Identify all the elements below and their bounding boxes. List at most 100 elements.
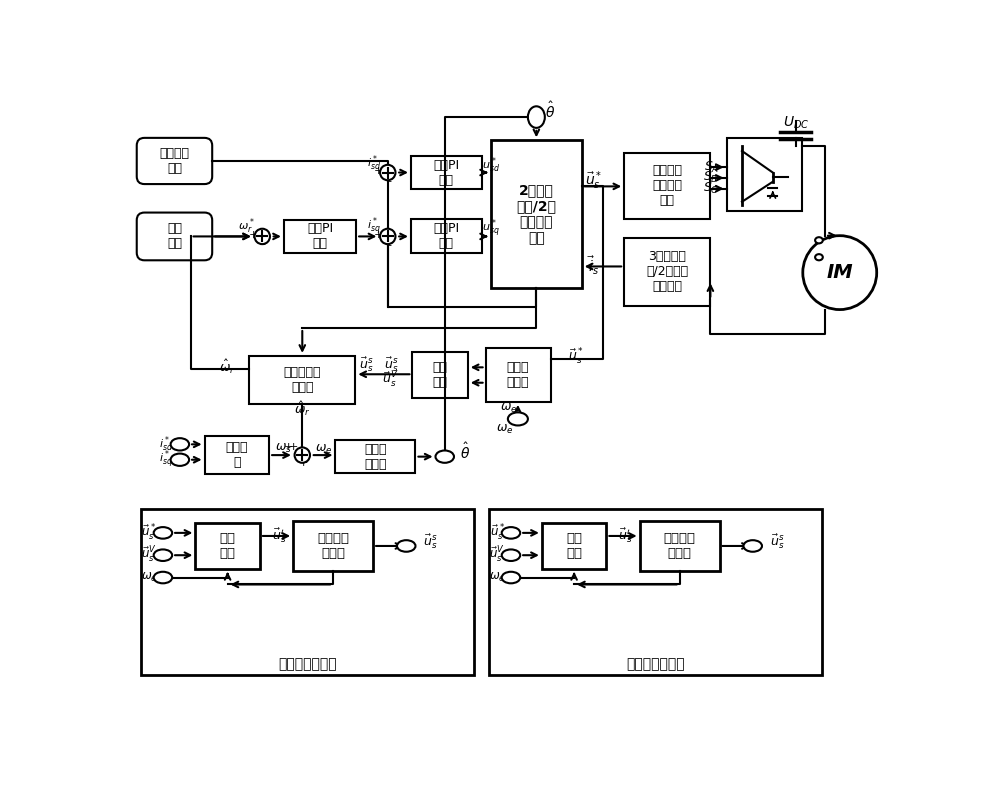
Ellipse shape — [744, 540, 762, 552]
Text: $\vec{u}_s'$: $\vec{u}_s'$ — [272, 527, 286, 545]
Text: $u_{sd}^*$: $u_{sd}^*$ — [482, 156, 501, 175]
Text: +: + — [298, 458, 308, 468]
Text: $\hat{\omega}_r$: $\hat{\omega}_r$ — [294, 400, 311, 418]
Text: 相位补偿
方案一: 相位补偿 方案一 — [317, 532, 349, 560]
Text: 转速PI
调节: 转速PI 调节 — [307, 222, 333, 251]
Text: $i_{sd}^*$: $i_{sd}^*$ — [159, 435, 173, 455]
Text: $\vec{u}_s^s$: $\vec{u}_s^s$ — [423, 532, 438, 551]
Text: 2相同步
坐标/2相
静止坐标
变换: 2相同步 坐标/2相 静止坐标 变换 — [516, 183, 556, 245]
Text: -: - — [387, 176, 391, 186]
Bar — [727, 138, 802, 211]
Ellipse shape — [397, 540, 415, 552]
Ellipse shape — [171, 454, 189, 466]
Text: $S_C$: $S_C$ — [703, 181, 719, 197]
Text: 转速
指令: 转速 指令 — [167, 222, 182, 251]
Text: 3相静止坐
标/2相静止
坐标变换: 3相静止坐 标/2相静止 坐标变换 — [646, 251, 688, 294]
Text: $\omega_e$: $\omega_e$ — [315, 443, 333, 456]
Text: 电流PI
调节: 电流PI 调节 — [433, 158, 459, 186]
Text: $\vec{u}_s^s$: $\vec{u}_s^s$ — [770, 532, 784, 551]
Text: +: + — [374, 230, 383, 240]
Ellipse shape — [502, 572, 520, 583]
Text: +: + — [374, 166, 383, 176]
Ellipse shape — [528, 107, 545, 128]
Text: $\vec{u}_s^*$: $\vec{u}_s^*$ — [490, 523, 505, 543]
Ellipse shape — [154, 549, 172, 561]
Bar — [141, 509, 474, 674]
Circle shape — [255, 228, 270, 244]
Bar — [412, 352, 468, 398]
Bar — [624, 154, 710, 219]
Text: 磁链电流
指令: 磁链电流 指令 — [159, 147, 189, 175]
Text: $\vec{u}_s^*$: $\vec{u}_s^*$ — [141, 523, 157, 543]
Text: 相位补偿
方案二: 相位补偿 方案二 — [664, 532, 696, 560]
Text: 虚拟电
压生成: 虚拟电 压生成 — [507, 361, 529, 389]
Bar — [640, 521, 720, 572]
Text: $\vec{u}_s'$: $\vec{u}_s'$ — [618, 527, 633, 545]
Text: 电压切换方案二: 电压切换方案二 — [626, 657, 685, 671]
Bar — [542, 523, 606, 569]
Ellipse shape — [502, 549, 520, 561]
Bar — [489, 509, 822, 674]
Bar — [624, 238, 710, 306]
Text: $S_B$: $S_B$ — [703, 170, 719, 185]
Bar — [411, 219, 482, 252]
Text: +: + — [289, 442, 299, 451]
FancyBboxPatch shape — [137, 138, 212, 184]
Text: +: + — [284, 442, 293, 451]
Text: $\omega_e$: $\omega_e$ — [141, 571, 157, 584]
Text: $\vec{u}_s^s$: $\vec{u}_s^s$ — [359, 356, 374, 374]
Bar — [411, 155, 482, 189]
Ellipse shape — [171, 438, 189, 451]
Text: 电流PI
调节: 电流PI 调节 — [433, 221, 459, 250]
Text: $i_{sq}^*$: $i_{sq}^*$ — [367, 216, 381, 238]
Text: -: - — [262, 239, 266, 249]
Text: $i_{sq}^*$: $i_{sq}^*$ — [159, 449, 173, 470]
Text: $\vec{i}_s$: $\vec{i}_s$ — [587, 256, 599, 278]
Text: 电压
切换: 电压 切换 — [433, 361, 448, 389]
Ellipse shape — [815, 237, 823, 244]
Text: -: - — [387, 240, 391, 250]
Text: $U_{DC}$: $U_{DC}$ — [783, 115, 809, 131]
FancyBboxPatch shape — [137, 213, 212, 260]
Ellipse shape — [508, 412, 528, 426]
Ellipse shape — [154, 572, 172, 583]
Text: $\hat{\omega}_r$: $\hat{\omega}_r$ — [219, 357, 235, 376]
Circle shape — [803, 236, 877, 310]
Text: $\omega_s$: $\omega_s$ — [275, 443, 292, 455]
Text: 电压切换方案一: 电压切换方案一 — [278, 657, 337, 671]
Text: $u_{sq}^*$: $u_{sq}^*$ — [482, 217, 500, 240]
Text: $\vec{u}_s^V$: $\vec{u}_s^V$ — [489, 545, 505, 565]
Bar — [293, 521, 373, 572]
Text: IM: IM — [826, 263, 853, 282]
Bar — [249, 356, 355, 404]
Text: $\vec{u}_s^V$: $\vec{u}_s^V$ — [382, 370, 399, 390]
Text: $\vec{u}_s^V$: $\vec{u}_s^V$ — [141, 545, 157, 565]
Ellipse shape — [502, 527, 520, 539]
Ellipse shape — [154, 527, 172, 539]
Text: 电压
闭环: 电压 闭环 — [220, 532, 236, 560]
Text: $\vec{u}_s^*$: $\vec{u}_s^*$ — [568, 347, 584, 367]
Bar — [486, 348, 551, 402]
Text: $i_{sd}^*$: $i_{sd}^*$ — [367, 154, 381, 173]
Ellipse shape — [436, 451, 454, 462]
Text: 滑差计
算: 滑差计 算 — [226, 441, 248, 469]
Circle shape — [380, 228, 395, 244]
Text: $\hat{\theta}$: $\hat{\theta}$ — [545, 101, 555, 121]
Text: 电压
闭环: 电压 闭环 — [566, 532, 582, 560]
Bar — [195, 523, 260, 569]
Circle shape — [295, 447, 310, 462]
Bar — [491, 140, 582, 288]
Text: $S_A$: $S_A$ — [704, 159, 719, 174]
Text: $\omega_e$: $\omega_e$ — [500, 402, 517, 416]
Text: $\vec{u}_s^*$: $\vec{u}_s^*$ — [585, 169, 602, 192]
Text: $\omega_e$: $\omega_e$ — [489, 571, 505, 584]
Ellipse shape — [815, 254, 823, 260]
Bar — [335, 440, 415, 473]
Text: $\omega_r^*$: $\omega_r^*$ — [238, 217, 255, 236]
Text: 磁链角
度计算: 磁链角 度计算 — [364, 443, 387, 470]
Circle shape — [380, 165, 395, 180]
Text: 磁链和转速
观测器: 磁链和转速 观测器 — [284, 365, 321, 394]
Text: +: + — [248, 230, 258, 240]
Bar — [284, 220, 356, 252]
Text: $\omega_e$: $\omega_e$ — [496, 423, 514, 436]
